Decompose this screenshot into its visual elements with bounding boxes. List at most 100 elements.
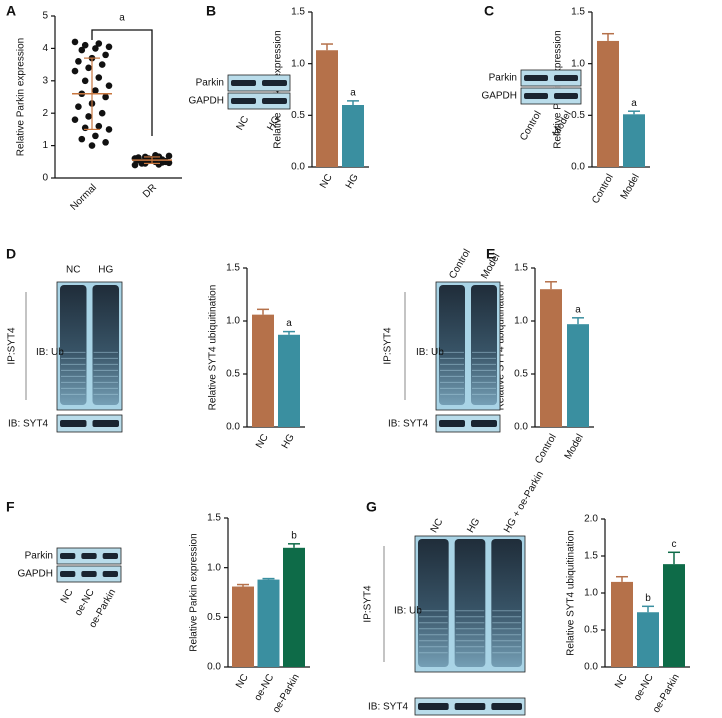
x-tick-label: Normal [68,182,99,213]
y-tick-label: 1.5 [226,263,240,274]
data-point [81,124,89,132]
blot-lane-label: HG + oe-Parkin [502,469,546,534]
blot-band [81,571,97,577]
y-tick-label: 0.0 [207,662,221,673]
data-point [138,160,146,167]
x-tick-label: Model [563,432,586,461]
blot-syt4 [435,414,501,433]
x-tick-label: DR [141,182,159,200]
y-tick-label: 1.5 [514,263,528,274]
blot-syt4 [56,414,123,433]
blot-smear [491,539,522,667]
y-tick-label: 5 [42,11,48,22]
significance-label: a [286,318,292,329]
data-point [95,40,103,47]
blot-band [439,420,465,427]
blot-band [231,98,256,104]
blot-band [491,703,522,710]
y-tick-label: 4 [42,43,48,54]
data-point [102,139,109,146]
data-point [75,58,82,65]
data-point [102,51,109,59]
significance-label: a [350,88,356,99]
blot-smear [454,539,486,667]
bar [278,334,300,427]
blot-band [102,553,118,559]
significance-label: c [672,539,677,550]
y-tick-label: 0.5 [571,110,585,121]
y-tick-label: 2.0 [584,514,598,525]
blot-row-label: Parkin [25,551,53,562]
blot-row-label: Parkin [489,73,517,84]
data-point [98,61,106,68]
blot-band [554,75,578,81]
data-point [81,41,89,49]
x-tick-label: NC [234,672,251,690]
blot-lane-label: HG [465,516,482,535]
blot-smear [471,285,497,405]
y-tick-label: 1.0 [571,58,585,69]
y-tick-label: 1.5 [584,551,598,562]
data-point [95,74,103,81]
blot-row-label: IB: SYT4 [8,419,48,430]
bar [597,40,619,167]
bar [567,324,589,427]
data-point [71,38,79,46]
blot-band [92,420,119,427]
y-tick-label: 0.0 [226,422,240,433]
bar [637,612,659,667]
data-point [105,82,113,89]
bar [611,581,633,667]
y-tick-label: 2 [42,108,48,119]
bar [316,50,338,167]
data-point [105,43,113,51]
data-point [78,46,86,54]
x-tick-label: HG [280,432,297,451]
panel-letter: C [484,3,494,19]
data-point [85,64,92,72]
significance-label: b [645,593,651,604]
y-axis-label: Relative SYT4 ubiquitination [496,285,507,411]
blot-lane-label: Control [447,247,473,280]
x-tick-label: Model [619,172,642,201]
data-point [85,113,92,120]
blot-band [231,80,256,86]
blot-band [454,703,486,710]
data-point [71,116,79,123]
y-tick-label: 1.0 [584,588,598,599]
blot-band [471,420,497,427]
y-axis-label: Relative Parkin expression [189,533,200,651]
data-point [92,45,99,52]
y-tick-label: 1.0 [226,316,240,327]
blot-smear [92,285,119,405]
y-tick-label: 1.0 [514,316,528,327]
data-point [102,93,109,101]
data-point [92,87,99,94]
x-tick-label: NC [318,172,335,190]
panel-letter: B [206,3,216,19]
panel-letter: E [486,246,495,262]
blot-lane-label: HG [98,265,113,276]
bar [540,289,562,427]
x-tick-label: oe-NC [252,672,276,703]
blot-row-label: IB: Ub [416,347,444,358]
y-tick-label: 0.0 [584,662,598,673]
x-tick-label: Control [533,432,559,465]
x-tick-label: HG [344,172,361,191]
blot-lane-label: Control [518,109,544,142]
y-axis-label: Relative SYT4 ubiquitination [566,530,577,656]
blot-band [262,98,287,104]
bar [283,547,305,667]
bar [252,314,274,427]
blot-row-label: IB: SYT4 [368,702,408,713]
data-point [75,103,82,111]
data-point [81,77,89,85]
y-tick-label: 0.5 [514,369,528,380]
y-tick-label: 1.0 [291,58,305,69]
significance-label: a [119,13,125,24]
data-point [95,122,103,130]
y-axis-label: Relative Parkin expression [16,38,27,156]
blot-row-label: IB: Ub [394,605,422,616]
data-point [71,67,79,75]
